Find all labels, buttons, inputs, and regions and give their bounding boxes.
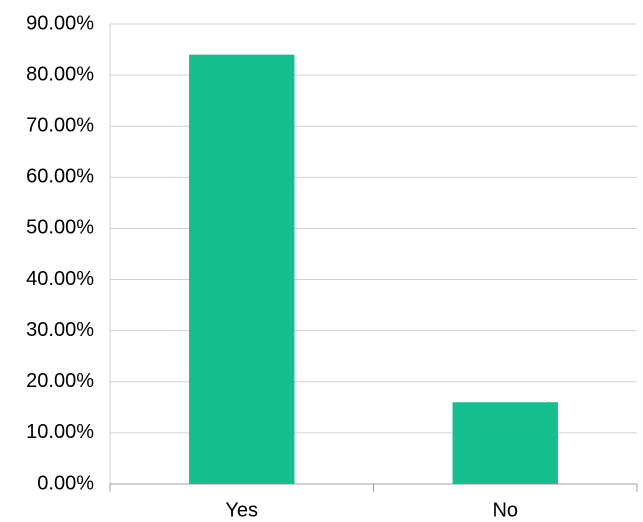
x-tick-label: No bbox=[492, 499, 518, 521]
bar bbox=[452, 402, 558, 484]
x-tick-label: Yes bbox=[225, 499, 258, 521]
bar bbox=[189, 54, 295, 485]
y-tick-label: 90.00% bbox=[26, 12, 94, 34]
y-tick-label: 0.00% bbox=[37, 472, 94, 494]
y-tick-label: 60.00% bbox=[26, 166, 94, 188]
y-tick-label: 50.00% bbox=[26, 217, 94, 239]
y-tick-label: 30.00% bbox=[26, 319, 94, 341]
y-tick-label: 40.00% bbox=[26, 268, 94, 290]
y-tick-label: 70.00% bbox=[26, 115, 94, 137]
y-tick-label: 80.00% bbox=[26, 63, 94, 85]
y-tick-label: 10.00% bbox=[26, 421, 94, 443]
y-tick-label: 20.00% bbox=[26, 370, 94, 392]
